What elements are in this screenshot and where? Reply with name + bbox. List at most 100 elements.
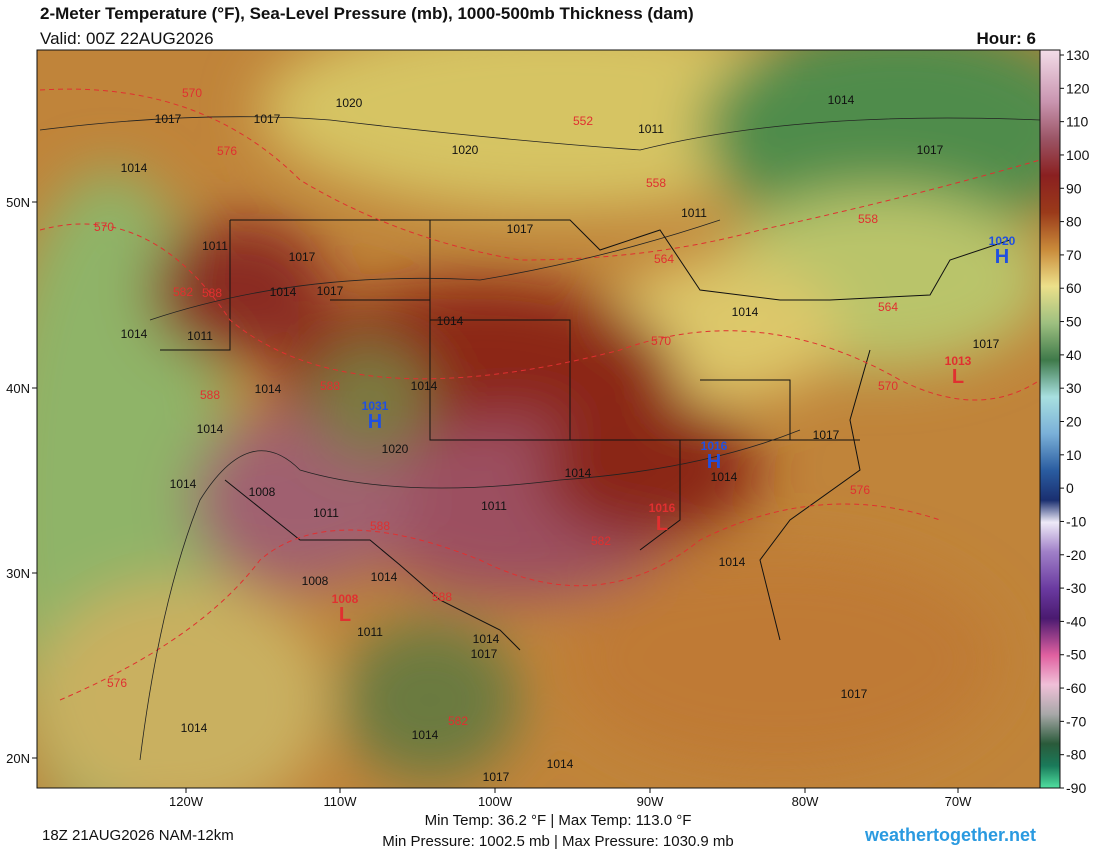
- colorbar-label: 130: [1066, 47, 1090, 63]
- isobar-label: 1011: [187, 329, 213, 343]
- longitude-label: 70W: [945, 794, 972, 809]
- pressure-center-symbol: H: [368, 411, 382, 433]
- pressure-center-value: 1016: [649, 501, 676, 515]
- isobar-label: 1011: [357, 625, 383, 639]
- isobar-label: 1011: [638, 122, 664, 136]
- isobar-label: 1014: [828, 93, 855, 107]
- isobar-label: 1011: [481, 499, 507, 513]
- isobar-label: 1017: [155, 112, 182, 126]
- isobar-label: 1014: [371, 570, 398, 584]
- thickness-label: 582: [591, 534, 611, 548]
- isobar-label: 1014: [412, 728, 439, 742]
- isobar-label: 1017: [507, 222, 534, 236]
- isobar-label: 1008: [302, 574, 329, 588]
- thickness-label: 564: [878, 300, 898, 314]
- thickness-label: 576: [850, 483, 870, 497]
- isobar-label: 1014: [411, 379, 438, 393]
- forecast-hour: Hour: 6: [977, 29, 1037, 48]
- isobar-label: 1017: [254, 112, 281, 126]
- pressure-center-symbol: L: [952, 366, 964, 388]
- thickness-label: 582: [173, 285, 193, 299]
- isobar-label: 1014: [732, 305, 759, 319]
- thickness-contours: [39, 88, 1040, 701]
- isobar-label: 1014: [255, 382, 282, 396]
- isobar-label: 1017: [483, 770, 510, 784]
- thickness-label: 588: [432, 590, 452, 604]
- pressure-center-value: 1008: [332, 592, 359, 606]
- site-credit[interactable]: weathertogether.net: [864, 825, 1036, 845]
- longitude-label: 100W: [478, 794, 513, 809]
- latitude-label: 40N: [6, 381, 30, 396]
- isobar-label: 1014: [170, 477, 197, 491]
- isobar-label: 1017: [317, 284, 344, 298]
- pressure-center-value: 1016: [701, 439, 728, 453]
- colorbar-label: -70: [1066, 713, 1086, 729]
- pressure-center-value: 1020: [989, 234, 1016, 248]
- pressure-center-symbol: H: [995, 246, 1009, 268]
- latitude-label: 50N: [6, 195, 30, 210]
- thickness-label: 576: [217, 144, 237, 158]
- isobar-label: 1017: [841, 687, 868, 701]
- colorbar-label: 120: [1066, 80, 1090, 96]
- colorbar-label: -40: [1066, 613, 1086, 629]
- latitude-label: 30N: [6, 566, 30, 581]
- pressure-center-value: 1013: [945, 354, 972, 368]
- isobar-label: 1011: [313, 506, 339, 520]
- colorbar-label: 100: [1066, 147, 1090, 163]
- thickness-label: 558: [858, 212, 878, 226]
- colorbar-label: -60: [1066, 680, 1086, 696]
- thickness-label: 576: [107, 676, 127, 690]
- isobar-label: 1014: [547, 757, 574, 771]
- thickness-label: 588: [202, 286, 222, 300]
- colorbar-label: 90: [1066, 180, 1082, 196]
- colorbar-label: 60: [1066, 280, 1082, 296]
- isobar-label: 1014: [270, 285, 297, 299]
- thickness-label: 588: [200, 388, 220, 402]
- title: 2-Meter Temperature (°F), Sea-Level Pres…: [40, 4, 694, 23]
- pressure-center-symbol: L: [656, 513, 668, 535]
- valid-time: Valid: 00Z 22AUG2026: [40, 29, 214, 48]
- isobar-label: 1014: [719, 555, 746, 569]
- isobar-label: 1020: [452, 143, 479, 157]
- thickness-label: 588: [370, 519, 390, 533]
- isobar-label: 1014: [437, 314, 464, 328]
- isobar-label: 1014: [565, 466, 592, 480]
- colorbar-label: 30: [1066, 380, 1082, 396]
- thickness-label: 570: [94, 220, 114, 234]
- longitude-label: 90W: [637, 794, 664, 809]
- isobar-label: 1020: [382, 442, 409, 456]
- colorbar: [1039, 49, 1061, 789]
- colorbar-label: 70: [1066, 247, 1082, 263]
- isobars: [39, 116, 1040, 761]
- colorbar-label: -10: [1066, 513, 1086, 529]
- longitude-label: 80W: [792, 794, 819, 809]
- isobar-label: 1008: [249, 485, 276, 499]
- isobar-label: 1014: [121, 161, 148, 175]
- longitude-label: 120W: [169, 794, 204, 809]
- colorbar-label: 10: [1066, 447, 1082, 463]
- pressure-center-symbol: H: [707, 451, 721, 473]
- thickness-label: 552: [573, 114, 593, 128]
- thickness-label: 588: [320, 379, 340, 393]
- isobar-label: 1017: [289, 250, 316, 264]
- thickness-label: 582: [448, 714, 468, 728]
- isobar-label: 1017: [917, 143, 944, 157]
- colorbar-label: 50: [1066, 314, 1082, 330]
- colorbar-label: 80: [1066, 214, 1082, 230]
- thickness-label: 558: [646, 176, 666, 190]
- colorbar-label: -20: [1066, 547, 1086, 563]
- thickness-label: 570: [878, 379, 898, 393]
- colorbar-label: -80: [1066, 747, 1086, 763]
- colorbar-label: -30: [1066, 580, 1086, 596]
- isobar-label: 1014: [121, 327, 148, 341]
- isobar-label: 1011: [202, 239, 228, 253]
- thickness-label: 570: [182, 86, 202, 100]
- thickness-label: 570: [651, 334, 671, 348]
- colorbar-label: -50: [1066, 647, 1086, 663]
- isobar-label: 1014: [711, 470, 738, 484]
- model-run: 18Z 21AUG2026 NAM-12km: [42, 827, 234, 844]
- temperature-range: Min Temp: 36.2 °F | Max Temp: 113.0 °F: [425, 812, 692, 829]
- latitude-label: 20N: [6, 751, 30, 766]
